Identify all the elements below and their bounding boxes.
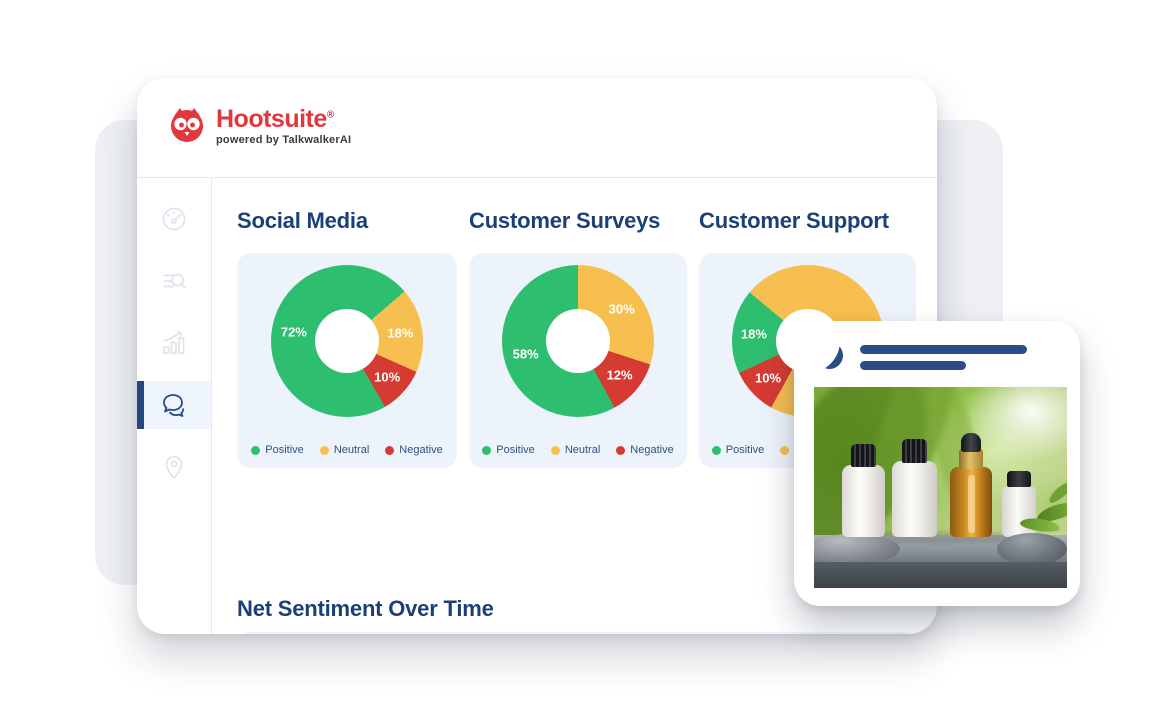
legend-label: Positive [496,444,535,456]
donut-chart-customer-surveys: 58% 30% 12% [502,265,654,417]
post-title-placeholder-bar [860,345,1027,354]
donut-percent-label: 58% [512,346,539,362]
chart-title-customer-surveys: Customer Surveys [469,208,661,233]
legend-dot-icon [482,445,492,455]
legend-dot-icon [550,445,560,455]
chat-bubbles-icon [158,389,190,421]
registered-mark: ® [326,109,334,121]
legend-dot-icon [616,445,626,455]
location-pin-icon [159,452,189,482]
legend-dot-icon [780,445,790,455]
donut-percent-label: 72% [847,323,874,339]
donut-percent-label: 12% [606,367,633,383]
legend-label: Negative [630,444,674,456]
chart-title-net-sentiment: Net Sentiment Over Time [237,596,494,621]
post-header [816,341,1058,377]
speedometer-icon [159,204,189,234]
post-subtitle-placeholder-bar [860,361,966,370]
legend-label: Neutral [564,444,601,456]
hootsuite-owl-icon [167,104,207,149]
hootsuite-logo: Hootsuite® powered by TalkwalkerAI [167,104,351,149]
legend-item: Neutral [550,444,601,456]
brand-wordmark: Hootsuite® [216,105,334,133]
chart-title-social-media: Social Media [237,208,368,233]
sidebar-item-analytics[interactable] [137,319,211,367]
legend-item: Positive [251,444,304,456]
legend-item: Neutral [319,444,370,456]
donut-percent-label: 18% [387,325,414,341]
legend-item: Negative [616,444,674,456]
chart-legend: Positive Neutral Negative [237,444,457,456]
donut-panel-social-media: 72% 18% 10% Positive Neutral Negative [237,253,457,468]
legend-label: Positive [725,444,765,456]
dashboard-header: Hootsuite® powered by TalkwalkerAI [137,78,937,178]
sidebar-item-locations[interactable] [137,443,211,491]
product-photo [814,387,1067,588]
legend-label: Positive [265,444,304,456]
chart-title-customer-support: Customer Support [699,208,889,233]
donut-percent-label: 10% [754,370,782,386]
sidebar-nav [137,177,212,634]
legend-label: Neutral [333,444,370,456]
sidebar-item-search[interactable] [137,257,211,305]
dropper-bottle-1 [842,465,885,537]
legend-item: Positive [482,444,535,456]
legend-dot-icon [711,445,721,455]
pebble-right [997,533,1067,565]
brand-tagline: powered by TalkwalkerAI [216,134,352,146]
area-chart-panel [237,632,916,634]
legend-item: Negative [385,444,443,456]
search-list-icon [159,266,189,296]
legend-label: Negative [399,444,443,456]
donut-panel-customer-surveys: 58% 30% 12% Positive Neutral Negative [469,253,687,468]
legend-item: Positive [711,444,765,456]
legend-dot-icon [251,445,261,455]
bar-chart-trend-icon [159,328,189,358]
donut-chart-social-media: 72% 18% 10% [271,265,423,417]
dropper-bottle-2 [892,461,937,537]
chart-legend: Positive Neutral Negative [469,444,687,456]
donut-percent-label: 10% [374,369,401,385]
legend-dot-icon [385,445,395,455]
sidebar-item-dashboard[interactable] [137,195,211,243]
active-item-accent-bar [137,381,144,429]
dashboard-window: Hootsuite® powered by TalkwalkerAI [137,78,937,634]
donut-percent-label: 30% [608,301,635,317]
chart-column-customer-surveys: Customer Surveys 58% 30% 12% Positive Neutr… [469,208,687,468]
chart-column-social-media: Social Media 72% 18% 10% Positive Neutral Ne… [237,208,457,468]
donut-percent-label: 18% [740,326,767,342]
donut-percent-label: 72% [280,324,307,340]
pebble-left [814,534,900,564]
legend-dot-icon [319,445,329,455]
social-post-card [794,321,1080,606]
sidebar-item-sentiment[interactable] [137,381,211,429]
net-sentiment-area-chart [237,632,916,634]
